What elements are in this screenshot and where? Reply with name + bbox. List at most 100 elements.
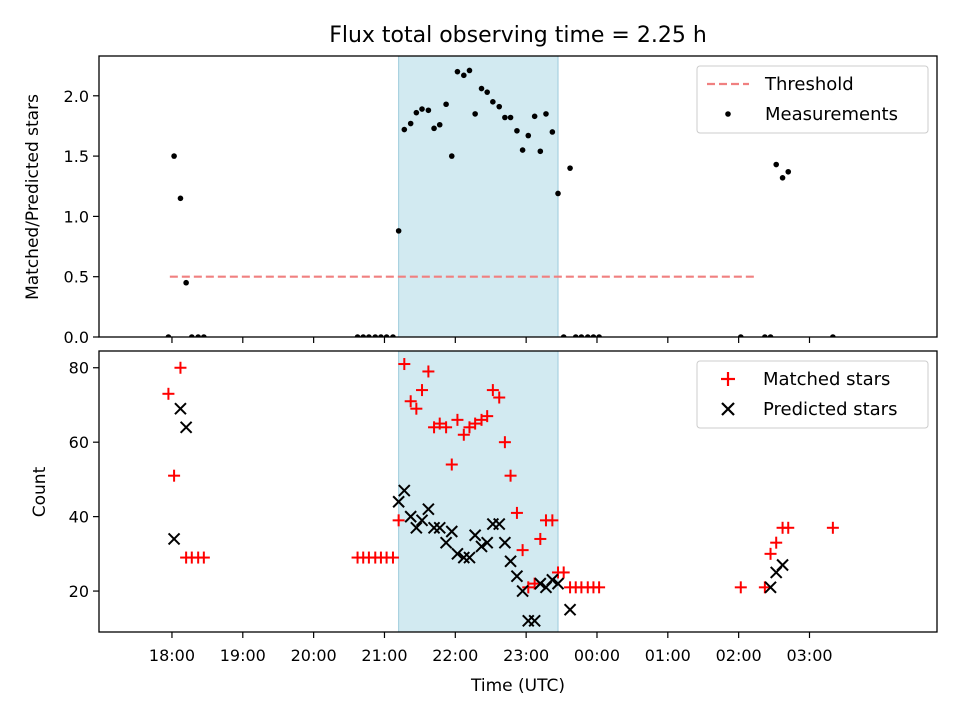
measurement-point — [378, 334, 384, 337]
matched-star-point — [162, 387, 175, 400]
observing-span — [398, 56, 559, 337]
matched-star-point — [516, 544, 529, 557]
predicted-star-point — [528, 614, 541, 628]
measurement-point — [773, 161, 780, 168]
measurement-point — [383, 334, 390, 337]
measurement-point — [461, 72, 467, 79]
y-tick-label: 2.0 — [64, 87, 89, 106]
measurement-point — [502, 114, 508, 121]
measurement-point — [478, 85, 485, 92]
measurement-point — [454, 68, 461, 75]
bottom-legend-box — [696, 360, 929, 429]
predicted-star-point — [475, 540, 488, 553]
predicted-star-point — [516, 584, 529, 598]
matched-star-point — [422, 365, 435, 378]
measurement-point — [165, 334, 172, 337]
predicted-star-point — [445, 525, 458, 538]
measurement-point — [737, 334, 744, 337]
matched-star-point — [451, 413, 464, 426]
x-tick-label: 21:00 — [361, 646, 407, 665]
predicted-star-point — [493, 517, 506, 531]
measurement-point — [407, 120, 414, 127]
matched-star-point — [457, 428, 470, 441]
predicted-star-point — [546, 573, 559, 587]
observing-span — [398, 351, 559, 632]
measurement-point — [496, 103, 503, 110]
measurement-point — [372, 334, 379, 337]
measurement-point — [201, 334, 207, 337]
predicted-star-point — [510, 569, 524, 583]
measurement-point — [519, 147, 526, 153]
measurement-point — [401, 126, 408, 133]
measurement-point — [188, 334, 195, 337]
chart-title: Flux total observing time = 2.25 h — [329, 23, 707, 48]
matched-star-point — [764, 547, 777, 560]
bottom-panel: 20 40 60 80 18:00 19:00 20:00 21:00 22:00 23:00 0… — [30, 350, 938, 696]
measurement-point — [578, 334, 585, 337]
measurement-point — [436, 121, 443, 128]
x-tick-label: 19:00 — [220, 646, 266, 665]
predicted-star-point — [433, 521, 446, 534]
measurement-point — [466, 67, 473, 74]
matched-star-point — [546, 514, 559, 527]
x-tick-label: 01:00 — [645, 646, 691, 665]
top-legend-box — [696, 65, 929, 134]
matched-star-point — [758, 581, 771, 594]
measurement-point — [443, 101, 449, 108]
matched-star-point — [481, 410, 494, 423]
matched-star-point — [404, 395, 417, 408]
predicted-star-point — [179, 421, 193, 434]
matched-star-point — [528, 577, 541, 590]
y-tick-label: 1.0 — [64, 207, 89, 226]
measurement-point — [171, 153, 177, 159]
x-tick-label: 23:00 — [503, 646, 549, 665]
measurement-point — [425, 107, 432, 114]
predicted-star-point — [764, 581, 777, 594]
x-tick-label: 03:00 — [786, 646, 832, 665]
predicted-star-point — [422, 502, 435, 516]
measurement-point — [195, 334, 201, 337]
matched-star-point — [534, 532, 547, 545]
top-axes-frame — [98, 55, 938, 338]
measurement-point — [395, 228, 402, 234]
predicted-star-point — [439, 536, 453, 549]
measurement-point — [830, 334, 836, 337]
matched-star-point — [416, 384, 429, 397]
measurement-point — [590, 334, 597, 337]
measurement-point — [785, 168, 792, 175]
legend-predicted-x-icon — [721, 402, 735, 416]
x-tick-label: 22:00 — [432, 646, 478, 665]
y-tick-label: 60 — [69, 433, 89, 452]
predicted-star-point — [551, 577, 565, 590]
predicted-star-point — [427, 521, 441, 534]
matched-star-point — [469, 417, 482, 430]
predicted-star-point — [415, 514, 429, 527]
matched-star-point — [433, 417, 446, 430]
predicted-star-point — [167, 532, 181, 546]
measurement-point — [484, 89, 490, 95]
measurement-point — [525, 132, 532, 139]
bottom-legend: Matched stars Predicted stars — [696, 360, 929, 429]
predicted-star-point — [451, 547, 464, 561]
measurement-point — [767, 334, 774, 337]
x-tick-label: 18:00 — [149, 646, 195, 665]
measurement-point — [596, 334, 602, 337]
x-tick-label: 02:00 — [716, 646, 762, 665]
measurement-point — [762, 334, 768, 337]
measurement-point — [507, 114, 514, 121]
matched-star-point — [493, 391, 506, 404]
y-tick-label: 80 — [69, 359, 89, 378]
x-tick-label: 20:00 — [291, 646, 337, 665]
measurement-point — [431, 125, 437, 132]
measurement-point — [567, 165, 573, 171]
matched-star-point — [770, 536, 783, 549]
matched-star-point — [557, 566, 570, 579]
predicted-star-point — [463, 551, 476, 564]
matched-star-point — [826, 521, 839, 534]
legend-predicted-label: Predicted stars — [763, 399, 897, 420]
top-panel: 0.00.51.01.52.0 Matched/Predicted stars … — [23, 55, 938, 347]
measurement-point — [779, 175, 786, 181]
predicted-star-point — [468, 529, 482, 542]
measurement-point — [531, 113, 538, 120]
